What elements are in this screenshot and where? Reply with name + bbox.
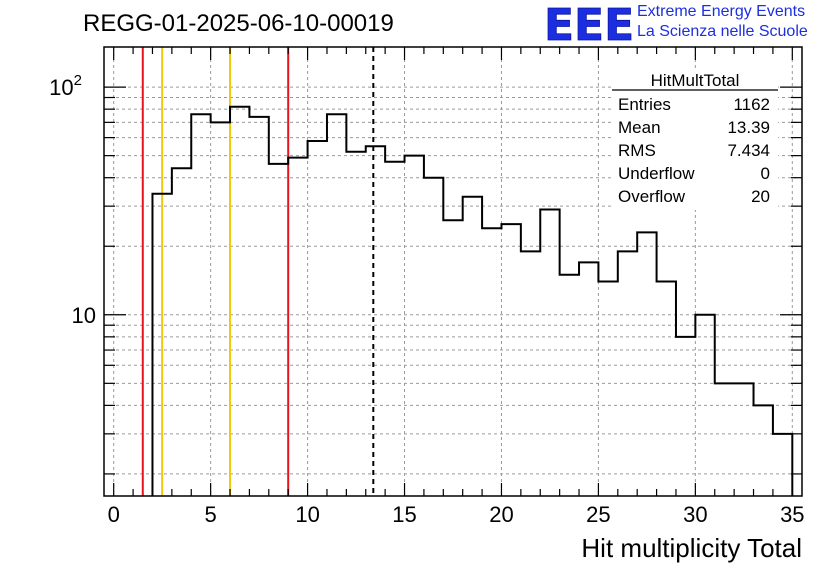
x-axis-label: Hit multiplicity Total [581, 533, 802, 563]
y-tick-label: 10 [72, 303, 96, 328]
histogram-bin [172, 168, 191, 496]
stats-row-label: Entries [618, 95, 671, 114]
run-title: REGG-01-2025-06-10-00019 [83, 10, 394, 37]
histogram-bin [405, 156, 424, 496]
histogram-bin [540, 210, 559, 496]
logo-mark-text: EEE [544, 2, 634, 46]
histogram-bin [269, 164, 288, 496]
plot-frame [103, 46, 803, 497]
stats-row-label: Mean [618, 118, 661, 137]
histogram-bin [637, 232, 656, 496]
stats-row-value: 7.434 [727, 141, 770, 160]
histogram-bin [598, 282, 617, 496]
histogram-bin [482, 228, 501, 496]
logo-caption: Extreme Energy Events La Scienza nelle S… [637, 2, 808, 42]
histogram-bin [754, 405, 773, 496]
x-tick-label: 15 [392, 502, 416, 527]
x-tick-label: 20 [489, 502, 513, 527]
histogram-bin [579, 262, 598, 496]
histogram-bin [191, 114, 210, 496]
x-axis-ticks: 0 5 10 15 20 25 30 35 [108, 47, 805, 527]
histogram-bin [288, 158, 307, 496]
histogram-bin [308, 141, 327, 496]
histogram-bin [501, 224, 520, 496]
logo-line-2: La Scienza nelle Scuole [637, 23, 808, 40]
histogram-outline [151, 105, 794, 496]
stats-row-label: Overflow [618, 187, 686, 206]
histogram-bin [385, 162, 404, 496]
stats-box: HitMultTotal Entries 1162 Mean 13.39 RMS 7.434… [612, 70, 778, 210]
x-tick-label: 30 [683, 502, 707, 527]
stats-row-value: 20 [751, 187, 770, 206]
histogram-bin [366, 146, 385, 496]
histogram-bin [230, 107, 249, 496]
histogram-bin [521, 251, 540, 496]
histogram-bin [249, 117, 268, 496]
eee-logo-mark: EEE [544, 0, 635, 51]
stats-row-value: 0 [761, 164, 770, 183]
histogram-bin [734, 383, 753, 496]
stats-row-label: RMS [618, 141, 656, 160]
histogram-bin [676, 337, 695, 496]
x-tick-label: 35 [780, 502, 804, 527]
histogram-bin [346, 152, 365, 496]
stats-row-value: 13.39 [727, 118, 770, 137]
eee-logo: EEE [542, 0, 635, 51]
histogram-bin [443, 220, 462, 496]
histogram-bin [463, 197, 482, 496]
histogram-bin [211, 122, 230, 496]
x-tick-label: 5 [205, 502, 217, 527]
histogram-bin [618, 251, 637, 496]
x-tick-label: 0 [108, 502, 120, 527]
stats-box-title: HitMultTotal [651, 71, 740, 90]
histogram-bin [773, 434, 792, 496]
x-tick-label: 25 [586, 502, 610, 527]
histogram-bin [560, 275, 579, 496]
histogram-bin [327, 114, 346, 496]
logo-line-1: Extreme Energy Events [637, 3, 806, 20]
stats-row-value: 1162 [733, 95, 770, 114]
stats-row-label: Underflow [618, 164, 695, 183]
x-tick-label: 10 [295, 502, 319, 527]
histogram-bin [715, 383, 734, 496]
y-tick-exponent: 2 [74, 72, 82, 89]
histogram-bin [657, 282, 676, 496]
y-tick-label: 102 [49, 72, 82, 100]
stats-box-background [612, 70, 778, 210]
